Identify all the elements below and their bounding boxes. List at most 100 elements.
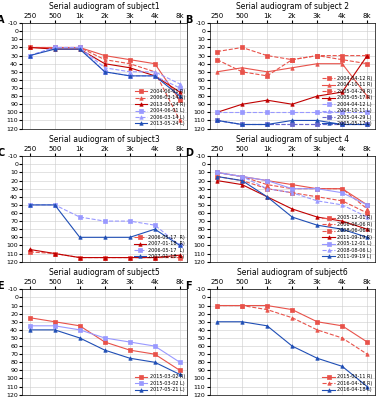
2007-01-18  R) [178, 253, 182, 258]
2015-03-02 R) [178, 368, 182, 373]
2004-06-01 R) [28, 45, 32, 50]
2008-08-06 L) [265, 186, 270, 191]
2006-03-14 R) [178, 118, 182, 123]
2004-06-01 L) [103, 70, 107, 74]
2013-05-24 L) [78, 47, 82, 52]
2007-01-18  L) [153, 227, 157, 232]
2015-03-02 L) [52, 324, 57, 328]
2013-05-24 R) [78, 47, 82, 52]
2005-04-29 R) [290, 57, 294, 62]
2011-09-19 L) [290, 215, 294, 220]
2011-09-19 R) [240, 182, 244, 187]
2006-06-06 R) [365, 206, 369, 211]
Line: 2005-05-17 L): 2005-05-17 L) [215, 119, 369, 126]
2008-08-06 L) [315, 198, 319, 203]
2007-01-18  R) [103, 255, 107, 260]
2006-05-17  R) [78, 255, 82, 260]
2006-05-17  R) [178, 255, 182, 260]
2013-05-24 L) [103, 70, 107, 74]
2004-06-01 L) [28, 53, 32, 58]
2006-05-17  L) [28, 202, 32, 207]
2004-06-01 R) [78, 45, 82, 50]
2006-05-17  R) [52, 251, 57, 256]
2004-10-11 R) [365, 94, 369, 98]
Line: 2016-04-18 R): 2016-04-18 R) [215, 304, 369, 356]
2016-04-18 R) [215, 303, 219, 308]
2016-04-18 L) [240, 319, 244, 324]
Line: 2017-05-21 L): 2017-05-21 L) [28, 328, 182, 376]
2008-06-06 R) [265, 186, 270, 191]
Line: 2006-05-17  L): 2006-05-17 L) [28, 203, 182, 247]
2015-03-02 L) [178, 360, 182, 365]
2008-08-06 L) [240, 174, 244, 179]
2004-10-11 L) [340, 122, 345, 127]
2004-10-11 L) [215, 118, 219, 123]
2005-12-01 L) [365, 202, 369, 207]
2015-03-02 R) [153, 352, 157, 356]
2004-10-11 R) [340, 61, 345, 66]
2011-09-19 L) [215, 174, 219, 179]
2007-01-18  R) [127, 255, 132, 260]
2008-06-06 R) [215, 174, 219, 179]
Line: 2005-12-01 R): 2005-12-01 R) [215, 171, 369, 207]
2006-06-06 R) [215, 170, 219, 175]
2005-04-29 R) [215, 57, 219, 62]
2005-04-29 L) [290, 122, 294, 127]
2013-05-24 L) [52, 47, 57, 52]
2004-10-11 R) [215, 70, 219, 74]
Line: 2011-09-19 R): 2011-09-19 R) [215, 179, 369, 231]
2005-05-17 R) [315, 94, 319, 98]
Text: D: D [185, 148, 193, 158]
2011-09-19 R) [365, 227, 369, 232]
2016-04-18 L) [365, 384, 369, 389]
2006-03-14 L) [103, 65, 107, 70]
2004-10-11 R) [265, 70, 270, 74]
Legend: 2004-06-01 R), 2006-03-14 R), 2013-05-24 R), 2004-06-01 L), 2006-03-14 L), 2013-: 2004-06-01 R), 2006-03-14 R), 2013-05-24… [135, 89, 185, 126]
2007-01-18  L) [103, 235, 107, 240]
2015-03-02 L) [127, 340, 132, 344]
2005-05-17 R) [290, 102, 294, 107]
2004-04-12 R) [215, 49, 219, 54]
Title: Serial audiogram of subject5: Serial audiogram of subject5 [49, 268, 160, 278]
2013-05-24 R) [103, 61, 107, 66]
2004-06-01 L) [178, 86, 182, 90]
2005-12-01 R) [290, 182, 294, 187]
Line: 2011-09-19 L): 2011-09-19 L) [215, 175, 369, 239]
2015-03-11 R) [290, 307, 294, 312]
Legend: 2005-12-01 R), 2006-06-06 R), 2008-06-06 R), 2011-09-19 R), 2005-12-01 L), 2008-: 2005-12-01 R), 2006-06-06 R), 2008-06-06… [322, 216, 372, 259]
2005-05-17 R) [340, 90, 345, 94]
2008-08-06 L) [340, 202, 345, 207]
2015-03-11 R) [315, 319, 319, 324]
2013-05-24 L) [178, 94, 182, 98]
2006-03-14 L) [78, 45, 82, 50]
2005-05-17 L) [340, 122, 345, 127]
2016-04-18 L) [340, 364, 345, 369]
2005-12-01 R) [265, 178, 270, 183]
2004-10-11 L) [240, 122, 244, 127]
2006-05-17  R) [103, 255, 107, 260]
2008-06-06 R) [340, 198, 345, 203]
2004-06-01 L) [52, 45, 57, 50]
2005-04-29 R) [340, 57, 345, 62]
2013-05-24 L) [127, 74, 132, 78]
Line: 2013-05-24 R): 2013-05-24 R) [28, 46, 182, 94]
2017-05-21 L) [153, 360, 157, 365]
Line: 2007-01-18  R): 2007-01-18 R) [28, 248, 182, 259]
Line: 2015-03-02 R): 2015-03-02 R) [28, 316, 182, 372]
Title: Serial audiogram of subject6: Serial audiogram of subject6 [237, 268, 348, 278]
2005-04-29 L) [240, 122, 244, 127]
2006-03-14 R) [52, 45, 57, 50]
2015-03-02 L) [153, 344, 157, 348]
2005-04-29 R) [365, 61, 369, 66]
2016-04-18 R) [340, 336, 345, 340]
2004-06-01 L) [127, 74, 132, 78]
Text: B: B [185, 15, 192, 25]
2004-04-12 L) [215, 110, 219, 115]
2013-05-24 R) [52, 47, 57, 52]
Line: 2005-05-17 R): 2005-05-17 R) [215, 54, 369, 114]
2011-09-19 R) [290, 206, 294, 211]
2011-09-19 R) [340, 219, 345, 224]
Legend: 2015-03-11 R), 2016-04-18 R), 2016-04-18 L): 2015-03-11 R), 2016-04-18 R), 2016-04-18… [322, 374, 372, 392]
2017-05-21 L) [52, 328, 57, 332]
2005-12-01 L) [290, 186, 294, 191]
